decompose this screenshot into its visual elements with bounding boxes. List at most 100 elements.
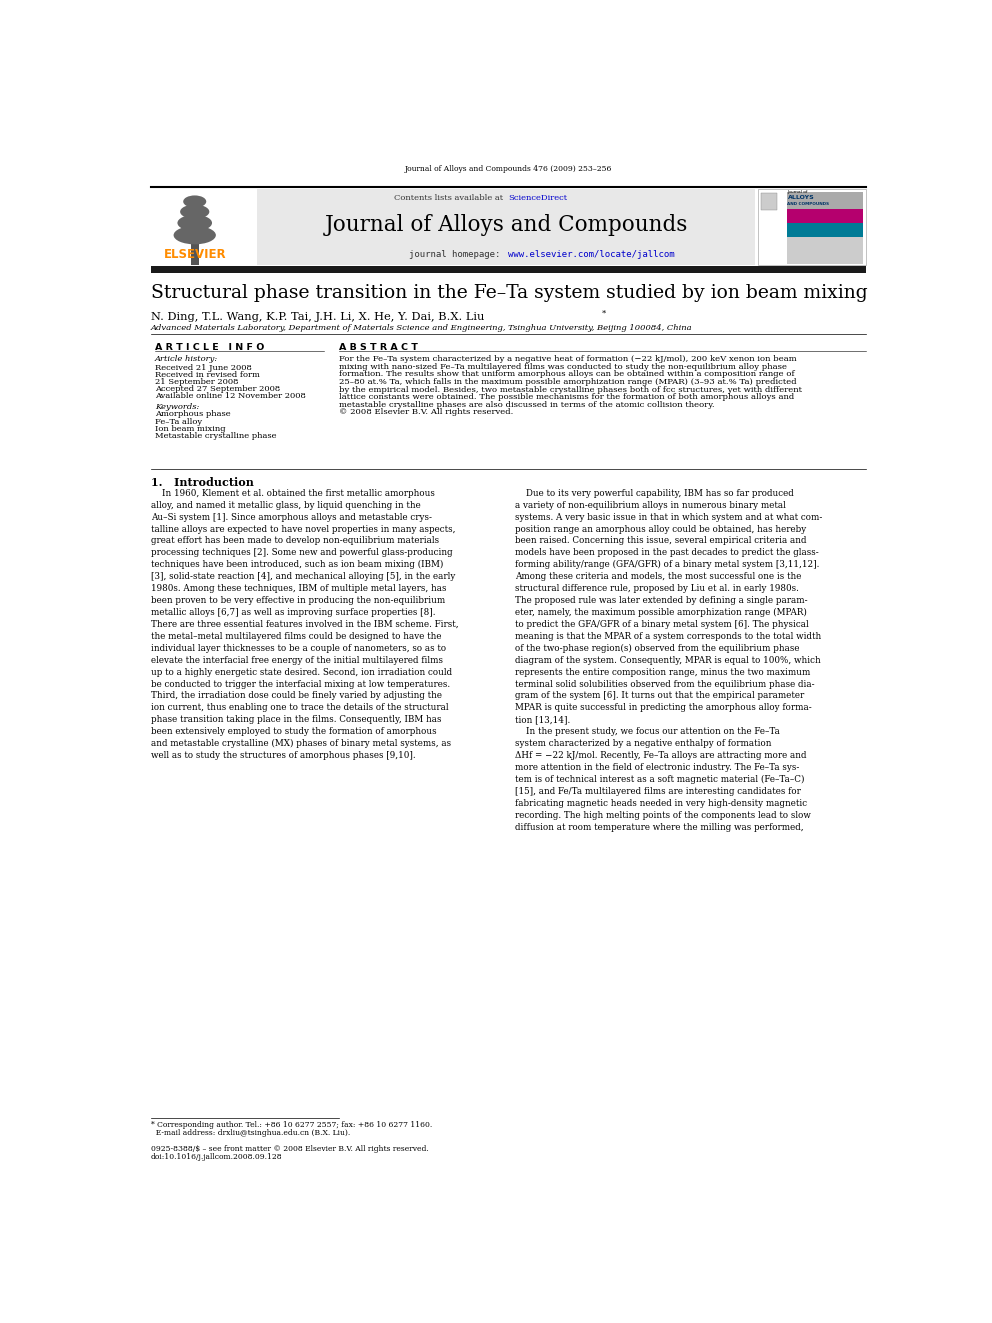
Text: A B S T R A C T: A B S T R A C T	[339, 343, 419, 352]
FancyBboxPatch shape	[788, 224, 863, 237]
Text: individual layer thicknesses to be a couple of nanometers, so as to: individual layer thicknesses to be a cou…	[151, 644, 446, 652]
Text: 21 September 2008: 21 September 2008	[155, 378, 238, 386]
Text: Keywords:: Keywords:	[155, 404, 199, 411]
Ellipse shape	[174, 226, 216, 245]
Text: processing techniques [2]. Some new and powerful glass-producing: processing techniques [2]. Some new and …	[151, 549, 452, 557]
Text: Article history:: Article history:	[155, 356, 218, 364]
Text: position range an amorphous alloy could be obtained, has hereby: position range an amorphous alloy could …	[515, 525, 806, 533]
Text: gram of the system [6]. It turns out that the empirical parameter: gram of the system [6]. It turns out tha…	[515, 692, 804, 700]
Text: ScienceDirect: ScienceDirect	[509, 194, 567, 202]
Text: MPAR is quite successful in predicting the amorphous alloy forma-: MPAR is quite successful in predicting t…	[515, 704, 811, 712]
Text: Accepted 27 September 2008: Accepted 27 September 2008	[155, 385, 280, 393]
Text: structural difference rule, proposed by Liu et al. in early 1980s.: structural difference rule, proposed by …	[515, 585, 799, 593]
Text: been extensively employed to study the formation of amorphous: been extensively employed to study the f…	[151, 728, 436, 736]
Text: Received in revised form: Received in revised form	[155, 370, 260, 378]
Text: well as to study the structures of amorphous phases [9,10].: well as to study the structures of amorp…	[151, 751, 416, 759]
Text: systems. A very basic issue in that in which system and at what com-: systems. A very basic issue in that in w…	[515, 512, 822, 521]
Text: tem is of technical interest as a soft magnetic material (Fe–Ta–C): tem is of technical interest as a soft m…	[515, 775, 805, 785]
Text: doi:10.1016/j.jallcom.2008.09.128: doi:10.1016/j.jallcom.2008.09.128	[151, 1154, 283, 1162]
Text: meaning is that the MPAR of a system corresponds to the total width: meaning is that the MPAR of a system cor…	[515, 632, 820, 640]
FancyBboxPatch shape	[788, 209, 863, 224]
FancyBboxPatch shape	[758, 189, 866, 265]
Text: AND COMPOUNDS: AND COMPOUNDS	[788, 201, 829, 205]
Text: Journal of: Journal of	[788, 191, 807, 194]
Text: diagram of the system. Consequently, MPAR is equal to 100%, which: diagram of the system. Consequently, MPA…	[515, 656, 820, 664]
Text: Available online 12 November 2008: Available online 12 November 2008	[155, 392, 306, 400]
Text: In the present study, we focus our attention on the Fe–Ta: In the present study, we focus our atten…	[515, 728, 780, 736]
Text: up to a highly energetic state desired. Second, ion irradiation could: up to a highly energetic state desired. …	[151, 668, 452, 676]
Text: fabricating magnetic heads needed in very high-density magnetic: fabricating magnetic heads needed in ver…	[515, 799, 806, 808]
Text: eter, namely, the maximum possible amorphization range (MPAR): eter, namely, the maximum possible amorp…	[515, 609, 806, 617]
Text: journal homepage:: journal homepage:	[410, 250, 506, 259]
Text: by the empirical model. Besides, two metastable crystalline phases both of fcc s: by the empirical model. Besides, two met…	[339, 385, 803, 393]
Ellipse shape	[178, 214, 212, 232]
Text: The proposed rule was later extended by defining a single param-: The proposed rule was later extended by …	[515, 597, 807, 605]
Ellipse shape	[181, 205, 209, 218]
Text: Amorphous phase: Amorphous phase	[155, 410, 230, 418]
Text: Au–Si system [1]. Since amorphous alloys and metastable crys-: Au–Si system [1]. Since amorphous alloys…	[151, 512, 432, 521]
Text: alloy, and named it metallic glass, by liquid quenching in the: alloy, and named it metallic glass, by l…	[151, 500, 421, 509]
Text: metallic alloys [6,7] as well as improving surface properties [8].: metallic alloys [6,7] as well as improvi…	[151, 609, 435, 617]
FancyBboxPatch shape	[151, 189, 255, 265]
Text: N. Ding, T.L. Wang, K.P. Tai, J.H. Li, X. He, Y. Dai, B.X. Liu: N. Ding, T.L. Wang, K.P. Tai, J.H. Li, X…	[151, 312, 484, 321]
Text: the metal–metal multilayered films could be designed to have the: the metal–metal multilayered films could…	[151, 632, 441, 640]
Text: [3], solid-state reaction [4], and mechanical alloying [5], in the early: [3], solid-state reaction [4], and mecha…	[151, 573, 455, 581]
Text: models have been proposed in the past decades to predict the glass-: models have been proposed in the past de…	[515, 549, 818, 557]
Text: terminal solid solubilities observed from the equilibrium phase dia-: terminal solid solubilities observed fro…	[515, 680, 814, 688]
Text: lattice constants were obtained. The possible mechanisms for the formation of bo: lattice constants were obtained. The pos…	[339, 393, 795, 401]
Text: system characterized by a negative enthalpy of formation: system characterized by a negative entha…	[515, 740, 771, 747]
Text: Advanced Materials Laboratory, Department of Materials Science and Engineering, : Advanced Materials Laboratory, Departmen…	[151, 324, 692, 332]
Text: Journal of Alloys and Compounds 476 (2009) 253–256: Journal of Alloys and Compounds 476 (200…	[405, 165, 612, 173]
Text: * Corresponding author. Tel.: +86 10 6277 2557; fax: +86 10 6277 1160.: * Corresponding author. Tel.: +86 10 627…	[151, 1122, 433, 1130]
Text: 0925-8388/$ – see front matter © 2008 Elsevier B.V. All rights reserved.: 0925-8388/$ – see front matter © 2008 El…	[151, 1144, 429, 1152]
Text: Structural phase transition in the Fe–Ta system studied by ion beam mixing: Structural phase transition in the Fe–Ta…	[151, 284, 868, 302]
Text: E-mail address: drxliu@tsinghua.edu.cn (B.X. Liu).: E-mail address: drxliu@tsinghua.edu.cn (…	[151, 1129, 350, 1136]
Text: Third, the irradiation dose could be finely varied by adjusting the: Third, the irradiation dose could be fin…	[151, 692, 441, 700]
Text: A R T I C L E   I N F O: A R T I C L E I N F O	[155, 343, 264, 352]
Text: techniques have been introduced, such as ion beam mixing (IBM): techniques have been introduced, such as…	[151, 561, 443, 569]
FancyBboxPatch shape	[257, 189, 755, 265]
Text: a variety of non-equilibrium alloys in numerous binary metal: a variety of non-equilibrium alloys in n…	[515, 500, 786, 509]
Text: be conducted to trigger the interfacial mixing at low temperatures.: be conducted to trigger the interfacial …	[151, 680, 450, 688]
Text: represents the entire composition range, minus the two maximum: represents the entire composition range,…	[515, 668, 809, 676]
Text: great effort has been made to develop non-equilibrium materials: great effort has been made to develop no…	[151, 537, 439, 545]
Text: been raised. Concerning this issue, several empirical criteria and: been raised. Concerning this issue, seve…	[515, 537, 806, 545]
Text: Fe–Ta alloy: Fe–Ta alloy	[155, 418, 202, 426]
FancyBboxPatch shape	[151, 266, 866, 273]
Text: © 2008 Elsevier B.V. All rights reserved.: © 2008 Elsevier B.V. All rights reserved…	[339, 407, 514, 417]
Text: ion current, thus enabling one to trace the details of the structural: ion current, thus enabling one to trace …	[151, 704, 448, 712]
Text: been proven to be very effective in producing the non-equilibrium: been proven to be very effective in prod…	[151, 597, 445, 605]
Text: ALLOYS: ALLOYS	[788, 196, 814, 200]
FancyBboxPatch shape	[788, 237, 863, 263]
Text: 1980s. Among these techniques, IBM of multiple metal layers, has: 1980s. Among these techniques, IBM of mu…	[151, 585, 446, 593]
Text: www.elsevier.com/locate/jallcom: www.elsevier.com/locate/jallcom	[509, 250, 675, 259]
Text: *: *	[602, 310, 606, 318]
Text: Ion beam mixing: Ion beam mixing	[155, 425, 225, 433]
Text: For the Fe–Ta system characterized by a negative heat of formation (−22 kJ/mol),: For the Fe–Ta system characterized by a …	[339, 356, 797, 364]
Text: mixing with nano-sized Fe–Ta multilayered films was conducted to study the non-e: mixing with nano-sized Fe–Ta multilayere…	[339, 363, 788, 370]
Text: Journal of Alloys and Compounds: Journal of Alloys and Compounds	[324, 214, 687, 235]
Text: elevate the interfacial free energy of the initial multilayered films: elevate the interfacial free energy of t…	[151, 656, 442, 664]
Text: formation. The results show that uniform amorphous alloys can be obtained within: formation. The results show that uniform…	[339, 370, 795, 378]
Text: of the two-phase region(s) observed from the equilibrium phase: of the two-phase region(s) observed from…	[515, 644, 799, 652]
Text: ELSEVIER: ELSEVIER	[164, 247, 226, 261]
Text: Contents lists available at: Contents lists available at	[395, 194, 506, 202]
FancyBboxPatch shape	[190, 245, 198, 265]
Text: [15], and Fe/Ta multilayered films are interesting candidates for: [15], and Fe/Ta multilayered films are i…	[515, 787, 801, 796]
Text: There are three essential features involved in the IBM scheme. First,: There are three essential features invol…	[151, 620, 458, 628]
Text: Among these criteria and models, the most successful one is the: Among these criteria and models, the mos…	[515, 573, 801, 581]
Text: to predict the GFA/GFR of a binary metal system [6]. The physical: to predict the GFA/GFR of a binary metal…	[515, 620, 808, 628]
Ellipse shape	[184, 196, 206, 208]
Text: 25–80 at.% Ta, which falls in the maximum possible amorphization range (MPAR) (3: 25–80 at.% Ta, which falls in the maximu…	[339, 378, 797, 386]
Text: In 1960, Klement et al. obtained the first metallic amorphous: In 1960, Klement et al. obtained the fir…	[151, 488, 434, 497]
Text: forming ability/range (GFA/GFR) of a binary metal system [3,11,12].: forming ability/range (GFA/GFR) of a bin…	[515, 561, 819, 569]
Text: more attention in the field of electronic industry. The Fe–Ta sys-: more attention in the field of electroni…	[515, 763, 799, 771]
FancyBboxPatch shape	[761, 193, 778, 209]
Text: Metastable crystalline phase: Metastable crystalline phase	[155, 431, 276, 439]
Text: metastable crystalline phases are also discussed in terms of the atomic collisio: metastable crystalline phases are also d…	[339, 401, 715, 409]
Text: phase transition taking place in the films. Consequently, IBM has: phase transition taking place in the fil…	[151, 716, 441, 724]
Text: talline alloys are expected to have novel properties in many aspects,: talline alloys are expected to have nove…	[151, 525, 455, 533]
FancyBboxPatch shape	[788, 192, 863, 209]
Text: Received 21 June 2008: Received 21 June 2008	[155, 364, 252, 372]
Text: ΔHf = −22 kJ/mol. Recently, Fe–Ta alloys are attracting more and: ΔHf = −22 kJ/mol. Recently, Fe–Ta alloys…	[515, 751, 806, 759]
